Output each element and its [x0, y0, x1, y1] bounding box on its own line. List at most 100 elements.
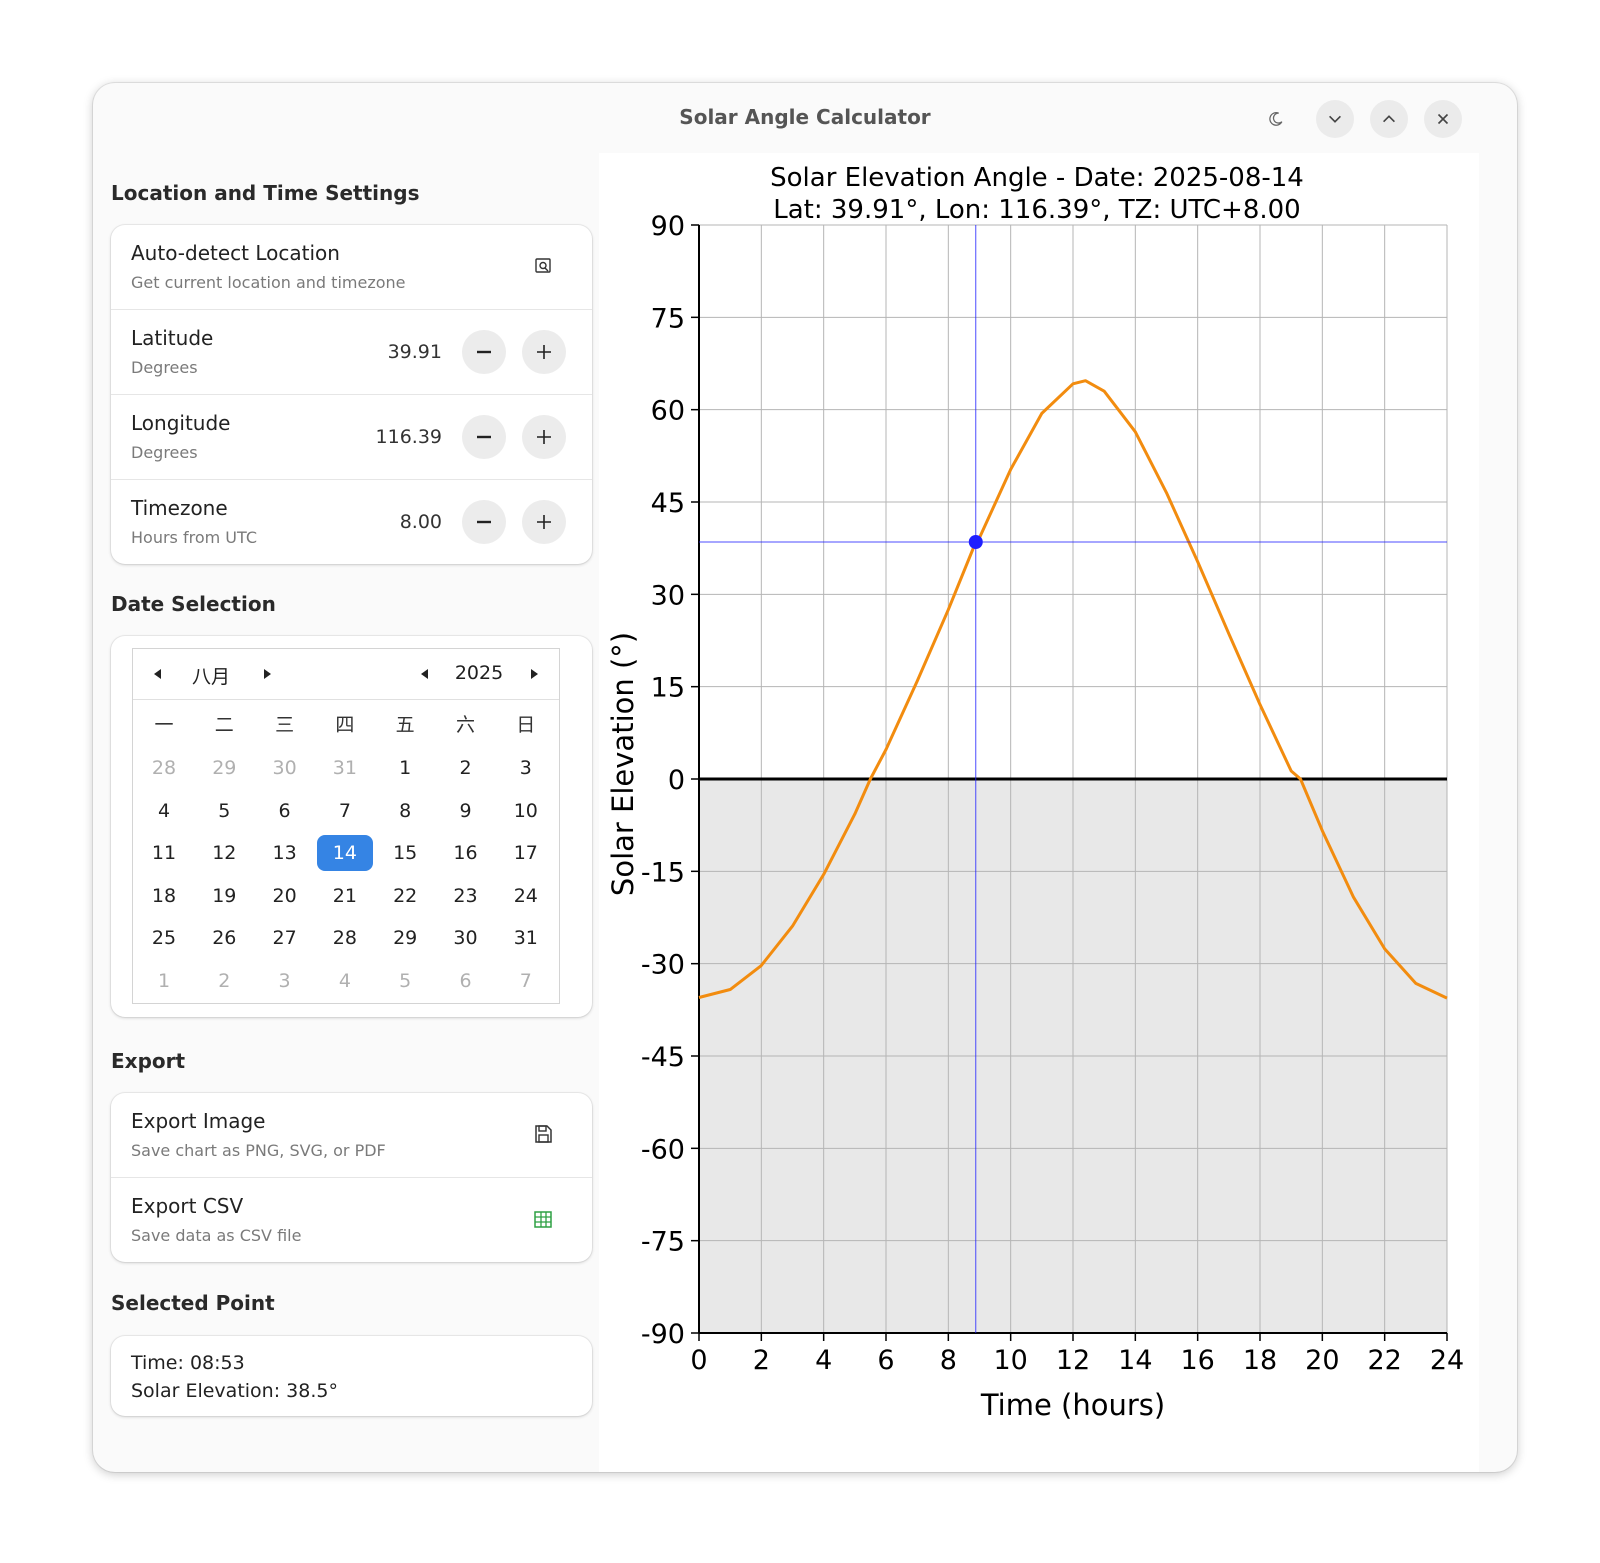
save-icon[interactable]	[532, 1123, 554, 1145]
calendar-day[interactable]: 20	[272, 884, 297, 907]
calendar-day[interactable]: 26	[212, 927, 237, 949]
latitude-value[interactable]: 39.91	[387, 341, 442, 363]
longitude-increment-button[interactable]	[522, 415, 566, 459]
y-axis-label: Solar Elevation (°)	[606, 632, 640, 896]
minus-icon	[477, 350, 491, 354]
export-card: Export Image Save chart as PNG, SVG, or …	[111, 1093, 592, 1262]
calendar-day[interactable]: 28	[332, 927, 357, 949]
longitude-decrement-button[interactable]	[462, 415, 506, 459]
calendar-day[interactable]: 25	[151, 927, 177, 949]
calendar-day[interactable]: 6	[278, 799, 291, 822]
calendar-weekday: 日	[516, 714, 536, 736]
calendar-day[interactable]: 23	[453, 884, 478, 907]
chart-area[interactable]: 0 2 4 6 8 10 12 14 16 18 20 22 24 90 75 60 45 30 15 0 -15 -30…	[599, 153, 1479, 1472]
x-tick-label: 22	[1367, 1345, 1401, 1376]
calendar-day[interactable]: 24	[513, 884, 538, 907]
sidebar: Location and Time Settings Auto-detect L…	[93, 153, 608, 1472]
chart-subtitle: Lat: 39.91°, Lon: 116.39°, TZ: UTC+8.00	[773, 195, 1300, 225]
minimize-button[interactable]	[1316, 100, 1354, 138]
timezone-increment-button[interactable]	[522, 500, 566, 544]
calendar-weekday: 三	[275, 714, 295, 736]
y-tick-label: 30	[651, 580, 685, 611]
calendar-day[interactable]: 2	[459, 757, 472, 779]
export-image-row[interactable]: Export Image Save chart as PNG, SVG, or …	[111, 1093, 592, 1178]
close-button[interactable]	[1424, 100, 1462, 138]
x-tick-label: 8	[940, 1345, 957, 1376]
calendar-day[interactable]: 15	[393, 842, 418, 864]
calendar-day[interactable]: 22	[393, 884, 418, 907]
calendar-day[interactable]: 28	[151, 757, 177, 779]
longitude-value[interactable]: 116.39	[375, 426, 442, 448]
export-csv-row[interactable]: Export CSV Save data as CSV file	[111, 1178, 592, 1262]
calendar: 八月 2025 一二三四五六日 28 29 30 31 1 2 3 4 5 6 7 8 9 10 11 12 13…	[132, 648, 560, 1004]
x-tick-label: 24	[1430, 1345, 1464, 1376]
calendar-day[interactable]: 2	[218, 969, 231, 992]
latitude-increment-button[interactable]	[522, 330, 566, 374]
calendar-day[interactable]: 4	[338, 969, 351, 992]
calendar-day[interactable]: 29	[393, 927, 418, 949]
calendar-day[interactable]: 5	[218, 799, 231, 822]
calendar-day[interactable]: 21	[332, 884, 357, 907]
minus-icon	[477, 520, 491, 524]
y-tick-label: -15	[641, 857, 685, 888]
calendar-day[interactable]: 12	[212, 842, 237, 864]
location-search-icon[interactable]	[532, 255, 554, 277]
timezone-value[interactable]: 8.00	[399, 511, 442, 533]
calendar-day[interactable]: 11	[151, 842, 177, 864]
calendar-day[interactable]: 18	[151, 884, 177, 907]
prev-year-icon[interactable]	[417, 666, 433, 682]
autodetect-row[interactable]: Auto-detect Location Get current locatio…	[111, 225, 592, 310]
calendar-day[interactable]: 19	[212, 884, 237, 907]
calendar-day[interactable]: 16	[453, 842, 478, 864]
latitude-label: Latitude	[131, 326, 214, 350]
calendar-day[interactable]: 31	[513, 927, 538, 949]
calendar-day[interactable]: 8	[399, 799, 412, 822]
calendar-day[interactable]: 3	[519, 757, 532, 779]
calendar-day[interactable]: 1	[157, 969, 171, 992]
calendar-day[interactable]: 13	[272, 842, 297, 864]
x-tick-label: 14	[1118, 1345, 1152, 1376]
plus-icon	[537, 345, 551, 359]
calendar-day[interactable]: 7	[338, 799, 351, 822]
y-tick-label: 15	[651, 673, 685, 704]
y-tick-label: 60	[651, 396, 685, 427]
calendar-day[interactable]: 1	[399, 757, 412, 779]
calendar-day[interactable]: 30	[272, 757, 297, 779]
calendar-day[interactable]: 6	[459, 969, 472, 992]
export-image-label: Export Image	[131, 1109, 266, 1133]
minus-icon	[477, 435, 491, 439]
calendar-day[interactable]: 10	[513, 799, 538, 822]
calendar-month: 八月	[191, 666, 230, 688]
calendar-day[interactable]: 7	[519, 969, 532, 992]
y-tick-label: 75	[651, 303, 685, 334]
dark-mode-button[interactable]	[1257, 100, 1295, 138]
calendar-day[interactable]: 4	[157, 799, 171, 822]
x-tick-label: 16	[1180, 1345, 1214, 1376]
location-section-title: Location and Time Settings	[111, 181, 420, 205]
next-year-icon[interactable]	[526, 666, 542, 682]
calendar-day[interactable]: 5	[399, 969, 412, 992]
prev-month-icon[interactable]	[150, 666, 166, 682]
calendar-day[interactable]: 17	[513, 842, 538, 864]
moon-icon	[1269, 112, 1283, 126]
latitude-row: Latitude Degrees 39.91	[111, 310, 592, 395]
calendar-day[interactable]: 31	[332, 757, 357, 779]
x-tick-label: 6	[877, 1345, 894, 1376]
selected-point-marker	[968, 535, 983, 550]
maximize-button[interactable]	[1370, 100, 1408, 138]
calendar-day[interactable]: 14	[316, 835, 373, 871]
calendar-day[interactable]: 3	[278, 969, 291, 992]
calendar-day[interactable]: 29	[212, 757, 237, 779]
autodetect-sub: Get current location and timezone	[131, 273, 406, 292]
table-icon[interactable]	[532, 1208, 554, 1230]
solar-elevation-chart[interactable]: 0 2 4 6 8 10 12 14 16 18 20 22 249075604530150-15-30…	[599, 153, 1479, 1472]
next-month-icon[interactable]	[259, 666, 275, 682]
calendar-day[interactable]: 27	[272, 927, 297, 949]
timezone-decrement-button[interactable]	[462, 500, 506, 544]
y-tick-label: -90	[641, 1319, 685, 1350]
chevron-down-icon	[1329, 115, 1341, 123]
latitude-decrement-button[interactable]	[462, 330, 506, 374]
titlebar: Solar Angle Calculator	[93, 83, 1517, 153]
calendar-day[interactable]: 9	[459, 799, 472, 822]
calendar-day[interactable]: 30	[453, 927, 478, 949]
